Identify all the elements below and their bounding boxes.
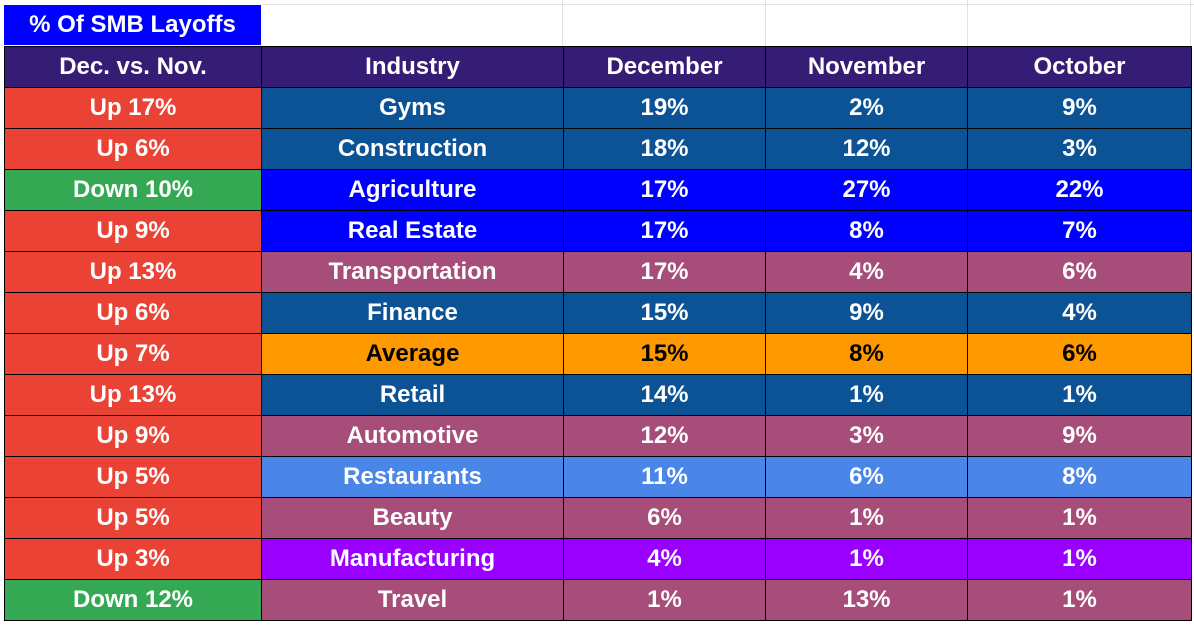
cell-november[interactable]: 1% <box>765 374 968 416</box>
cell-october[interactable]: 1% <box>967 579 1192 621</box>
table-row: Up 3% Manufacturing 4% 1% 1% <box>4 538 1192 580</box>
cell-industry[interactable]: Gyms <box>261 87 564 129</box>
column-header-december[interactable]: December <box>563 46 766 88</box>
table-row: Up 17% Gyms 19% 2% 9% <box>4 87 1192 129</box>
cell-industry[interactable]: Manufacturing <box>261 538 564 580</box>
cell-october[interactable]: 1% <box>967 538 1192 580</box>
cell-december[interactable]: 12% <box>563 415 766 457</box>
cell-november[interactable]: 1% <box>765 497 968 539</box>
cell-november[interactable]: 9% <box>765 292 968 334</box>
cell-industry[interactable]: Agriculture <box>261 169 564 211</box>
table-row: Up 13% Retail 14% 1% 1% <box>4 374 1192 416</box>
cell-october[interactable]: 6% <box>967 333 1192 375</box>
layoffs-table: Dec. vs. Nov. Industry December November… <box>4 46 1192 621</box>
cell-change[interactable]: Up 7% <box>4 333 262 375</box>
column-header-october[interactable]: October <box>967 46 1192 88</box>
cell-december[interactable]: 17% <box>563 210 766 252</box>
column-header-november[interactable]: November <box>765 46 968 88</box>
cell-november[interactable]: 1% <box>765 538 968 580</box>
cell-october[interactable]: 22% <box>967 169 1192 211</box>
cell-industry[interactable]: Beauty <box>261 497 564 539</box>
grid-line <box>562 0 563 46</box>
cell-industry[interactable]: Transportation <box>261 251 564 293</box>
grid-line <box>1190 0 1191 46</box>
cell-change[interactable]: Up 17% <box>4 87 262 129</box>
cell-december[interactable]: 19% <box>563 87 766 129</box>
cell-change[interactable]: Down 10% <box>4 169 262 211</box>
grid-line <box>262 4 1194 5</box>
cell-november[interactable]: 12% <box>765 128 968 170</box>
cell-october[interactable]: 6% <box>967 251 1192 293</box>
column-header-change[interactable]: Dec. vs. Nov. <box>4 46 262 88</box>
cell-change[interactable]: Up 3% <box>4 538 262 580</box>
header-row: Dec. vs. Nov. Industry December November… <box>4 46 1192 88</box>
cell-december[interactable]: 17% <box>563 169 766 211</box>
cell-october[interactable]: 9% <box>967 87 1192 129</box>
cell-industry[interactable]: Finance <box>261 292 564 334</box>
cell-industry[interactable]: Retail <box>261 374 564 416</box>
column-header-industry[interactable]: Industry <box>261 46 564 88</box>
table-row: Down 12% Travel 1% 13% 1% <box>4 579 1192 621</box>
table-row: Up 6% Finance 15% 9% 4% <box>4 292 1192 334</box>
table-title[interactable]: % Of SMB Layoffs <box>4 5 261 45</box>
spreadsheet-gridlines <box>0 0 1194 46</box>
cell-november[interactable]: 13% <box>765 579 968 621</box>
cell-november[interactable]: 2% <box>765 87 968 129</box>
cell-industry[interactable]: Automotive <box>261 415 564 457</box>
cell-december[interactable]: 11% <box>563 456 766 498</box>
cell-october[interactable]: 3% <box>967 128 1192 170</box>
grid-line <box>967 0 968 46</box>
cell-change[interactable]: Up 5% <box>4 497 262 539</box>
cell-november[interactable]: 6% <box>765 456 968 498</box>
cell-december[interactable]: 15% <box>563 333 766 375</box>
table-row: Up 9% Automotive 12% 3% 9% <box>4 415 1192 457</box>
cell-october[interactable]: 1% <box>967 374 1192 416</box>
table-row: Up 7% Average 15% 8% 6% <box>4 333 1192 375</box>
cell-november[interactable]: 8% <box>765 210 968 252</box>
table-row: Up 6% Construction 18% 12% 3% <box>4 128 1192 170</box>
cell-december[interactable]: 14% <box>563 374 766 416</box>
table-row: Down 10% Agriculture 17% 27% 22% <box>4 169 1192 211</box>
cell-november[interactable]: 4% <box>765 251 968 293</box>
cell-november[interactable]: 3% <box>765 415 968 457</box>
cell-change[interactable]: Up 9% <box>4 415 262 457</box>
cell-industry[interactable]: Average <box>261 333 564 375</box>
cell-october[interactable]: 4% <box>967 292 1192 334</box>
cell-october[interactable]: 9% <box>967 415 1192 457</box>
grid-line <box>765 0 766 46</box>
cell-change[interactable]: Down 12% <box>4 579 262 621</box>
cell-change[interactable]: Up 6% <box>4 292 262 334</box>
cell-december[interactable]: 4% <box>563 538 766 580</box>
cell-october[interactable]: 1% <box>967 497 1192 539</box>
cell-change[interactable]: Up 13% <box>4 374 262 416</box>
cell-industry[interactable]: Construction <box>261 128 564 170</box>
cell-change[interactable]: Up 13% <box>4 251 262 293</box>
cell-industry[interactable]: Real Estate <box>261 210 564 252</box>
cell-industry[interactable]: Restaurants <box>261 456 564 498</box>
cell-november[interactable]: 27% <box>765 169 968 211</box>
table-row: Up 13% Transportation 17% 4% 6% <box>4 251 1192 293</box>
cell-december[interactable]: 1% <box>563 579 766 621</box>
cell-december[interactable]: 17% <box>563 251 766 293</box>
cell-december[interactable]: 6% <box>563 497 766 539</box>
cell-industry[interactable]: Travel <box>261 579 564 621</box>
table-body: Up 17% Gyms 19% 2% 9% Up 6% Construction 18% 12%… <box>4 87 1192 621</box>
cell-december[interactable]: 15% <box>563 292 766 334</box>
cell-october[interactable]: 8% <box>967 456 1192 498</box>
table-row: Up 5% Beauty 6% 1% 1% <box>4 497 1192 539</box>
table-row: Up 9% Real Estate 17% 8% 7% <box>4 210 1192 252</box>
table-row: Up 5% Restaurants 11% 6% 8% <box>4 456 1192 498</box>
cell-change[interactable]: Up 5% <box>4 456 262 498</box>
cell-change[interactable]: Up 6% <box>4 128 262 170</box>
cell-october[interactable]: 7% <box>967 210 1192 252</box>
cell-change[interactable]: Up 9% <box>4 210 262 252</box>
cell-november[interactable]: 8% <box>765 333 968 375</box>
cell-december[interactable]: 18% <box>563 128 766 170</box>
